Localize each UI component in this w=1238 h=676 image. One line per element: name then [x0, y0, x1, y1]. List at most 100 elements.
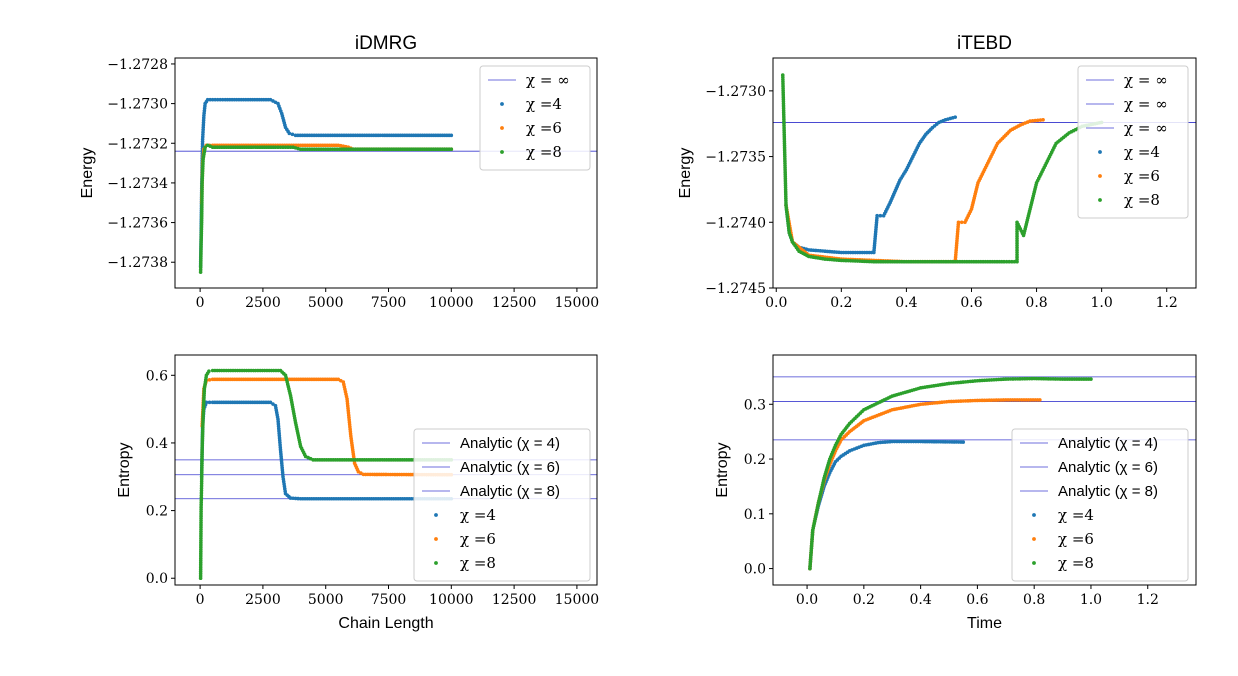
legend-label: χ =4	[1124, 143, 1160, 161]
series-2	[198, 143, 454, 274]
legend-box	[479, 65, 591, 171]
series-1	[808, 398, 1042, 571]
data-point	[953, 115, 958, 119]
legend-marker	[1098, 174, 1102, 178]
data-point	[278, 145, 283, 150]
data-point	[205, 97, 210, 102]
legend-marker	[1032, 561, 1036, 565]
y-tick-label: −1.2740	[705, 215, 766, 231]
legend: Analytic (χ = 4) Analytic (χ = 6) Analytic…	[1011, 428, 1189, 582]
data-point	[207, 369, 211, 374]
x-tick-label: 10000	[429, 295, 474, 311]
data-point	[449, 133, 454, 138]
x-tick-label: 1.0	[1080, 592, 1102, 608]
legend-label: Analytic (χ = 6)	[460, 459, 560, 476]
x-tick-label: 5000	[308, 592, 344, 608]
data-point	[1007, 259, 1012, 264]
idmrg-entropy-panel: 0 2500 5000 7500 10000 12500 15000 0.0 0.2 0.4 0.6…	[116, 354, 600, 632]
legend-marker	[500, 126, 504, 130]
legend-marker	[500, 150, 504, 154]
series-1	[784, 117, 1045, 264]
idmrg-energy-frame	[174, 57, 598, 289]
data-point	[961, 440, 966, 444]
legend-label: Analytic (χ = 8)	[1058, 483, 1158, 500]
legend-label: χ =6	[526, 119, 562, 137]
x-tick-label: 0	[196, 592, 205, 608]
y-tick-label: −1.2736	[107, 216, 168, 232]
x-tick-label: 12500	[492, 295, 537, 311]
legend-marker	[434, 561, 438, 565]
legend-marker	[1098, 198, 1102, 202]
y-tick-label: −1.2734	[107, 176, 168, 192]
data-point	[1089, 377, 1093, 381]
data-point	[1041, 117, 1045, 122]
legend: χ = ∞ χ =4 χ =6 χ =8	[479, 65, 591, 171]
legend-label: χ = ∞	[1124, 119, 1168, 137]
y-axis-label: Energy	[79, 148, 96, 199]
legend-label: χ =4	[526, 95, 562, 113]
data-point	[1033, 118, 1038, 123]
data-point	[449, 147, 454, 152]
data-point	[210, 97, 215, 102]
y-axis-label: Energy	[677, 148, 694, 199]
data-point	[1012, 259, 1017, 264]
x-tick-label: 2500	[245, 592, 281, 608]
y-tick-label: −1.2735	[705, 150, 766, 166]
legend-label: χ =6	[1124, 167, 1160, 185]
legend-marker	[1032, 513, 1036, 517]
data-point	[959, 220, 964, 225]
y-tick-label: 0.0	[146, 571, 168, 587]
x-tick-label: 15000	[555, 295, 600, 311]
data-point	[203, 145, 207, 150]
y-tick-label: −1.2745	[705, 281, 766, 297]
data-point	[287, 131, 292, 136]
x-tick-label: 0.4	[909, 592, 931, 608]
idmrg-entropy-frame	[174, 354, 598, 586]
legend-label: χ =8	[1124, 191, 1160, 209]
x-tick-label: 1.2	[1137, 592, 1159, 608]
legend-label: χ = ∞	[526, 71, 570, 89]
data-point	[1036, 118, 1040, 123]
x-tick-label: 1.0	[1091, 295, 1113, 311]
series-2	[808, 376, 1093, 571]
data-point	[220, 97, 225, 102]
x-tick-label: 1.2	[1156, 295, 1178, 311]
data-point	[218, 97, 223, 102]
legend-label: Analytic (χ = 4)	[460, 435, 560, 452]
legend-label: χ = ∞	[1124, 71, 1168, 89]
legend: χ = ∞ χ = ∞ χ = ∞ χ =4 χ =6 χ =8	[1077, 65, 1189, 219]
y-tick-label: −1.2732	[107, 136, 168, 152]
itebd-entropy-panel: 0.0 0.2 0.4 0.6 0.8 1.0 1.2 0.0 0.1 0.2 0.3 Time Ent…	[714, 354, 1197, 632]
x-axis-label: Time	[967, 615, 1002, 632]
series-0	[198, 97, 454, 268]
y-tick-label: 0.1	[744, 507, 766, 523]
legend-label: χ =6	[1058, 530, 1094, 548]
data-point	[1004, 259, 1009, 264]
data-point	[213, 97, 217, 102]
data-point	[207, 378, 212, 382]
series-0	[784, 115, 958, 255]
data-point	[1002, 259, 1006, 264]
data-point	[1030, 119, 1035, 123]
data-point	[283, 145, 288, 150]
series-2	[780, 73, 1104, 264]
data-point	[875, 213, 879, 218]
chart-title: iTEBD	[957, 33, 1012, 54]
x-tick-label: 0.2	[830, 295, 852, 311]
data-point	[1038, 118, 1043, 122]
legend-marker	[434, 513, 438, 517]
legend-label: Analytic (χ = 4)	[1058, 435, 1158, 452]
itebd-energy-frame	[772, 57, 1197, 289]
y-tick-label: −1.2730	[705, 84, 766, 100]
x-tick-label: 0.0	[765, 295, 787, 311]
y-tick-label: −1.2738	[107, 255, 168, 271]
y-tick-label: −1.2730	[107, 97, 168, 113]
legend-box	[413, 428, 591, 582]
data-point	[1028, 119, 1032, 123]
x-tick-label: 0.4	[895, 295, 917, 311]
legend-marker	[1032, 537, 1036, 541]
data-point	[207, 400, 212, 405]
x-tick-label: 15000	[555, 592, 600, 608]
legend-box	[1011, 428, 1189, 582]
